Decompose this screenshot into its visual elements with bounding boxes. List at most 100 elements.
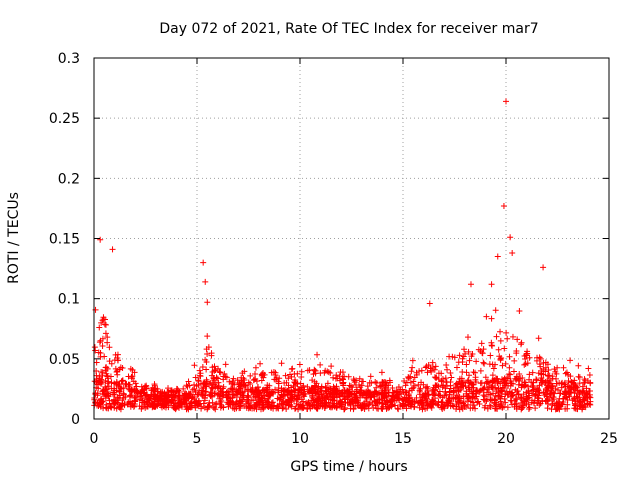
data-point <box>287 371 294 378</box>
data-point <box>102 377 109 384</box>
data-point <box>439 403 446 410</box>
data-point <box>296 361 303 368</box>
data-point <box>546 377 553 384</box>
data-point <box>499 362 506 369</box>
data-point <box>113 387 120 394</box>
data-point <box>402 382 409 389</box>
data-point <box>472 390 479 397</box>
data-point <box>447 370 454 377</box>
data-point <box>452 381 459 388</box>
data-point <box>141 399 148 406</box>
data-point <box>536 354 543 361</box>
data-point <box>489 385 496 392</box>
data-point <box>536 361 543 368</box>
data-point <box>309 377 316 384</box>
data-point <box>542 385 549 392</box>
data-point <box>300 392 307 399</box>
data-point <box>377 382 384 389</box>
data-point <box>108 404 115 411</box>
data-point <box>208 352 215 359</box>
axis-ticks <box>93 57 610 420</box>
data-point <box>145 395 152 402</box>
data-point <box>411 374 418 381</box>
data-point <box>113 381 120 388</box>
data-point <box>460 353 467 360</box>
data-point <box>581 401 588 408</box>
data-point <box>356 381 363 388</box>
data-point <box>461 402 468 409</box>
data-point <box>98 395 105 402</box>
data-point <box>288 403 295 410</box>
data-point <box>381 390 388 397</box>
data-point <box>317 370 324 377</box>
data-point <box>113 368 120 375</box>
data-point <box>405 375 412 382</box>
data-point <box>497 337 504 344</box>
data-point <box>142 404 149 411</box>
data-point <box>260 401 267 408</box>
data-point <box>191 362 198 369</box>
x-tick-label: 10 <box>291 431 309 447</box>
data-point <box>353 394 360 401</box>
data-point <box>458 375 465 382</box>
data-point <box>157 390 164 397</box>
data-point <box>258 372 265 379</box>
data-point <box>152 385 159 392</box>
data-point <box>96 324 103 331</box>
data-point <box>101 321 108 328</box>
y-tick-label: 0.3 <box>58 51 80 67</box>
data-point <box>491 377 498 384</box>
data-point <box>106 358 113 365</box>
data-point <box>203 383 210 390</box>
data-point <box>324 380 331 387</box>
data-point <box>481 404 488 411</box>
data-point <box>128 386 135 393</box>
data-point <box>273 374 280 381</box>
data-point <box>422 384 429 391</box>
data-point <box>178 394 185 401</box>
data-point <box>108 385 115 392</box>
data-points <box>91 98 594 413</box>
data-point <box>460 399 467 406</box>
data-point <box>333 372 340 379</box>
data-point <box>294 370 301 377</box>
data-point <box>211 363 218 370</box>
data-point <box>192 389 199 396</box>
data-point <box>382 385 389 392</box>
data-point <box>502 360 509 367</box>
data-point <box>341 373 348 380</box>
data-point <box>231 405 238 412</box>
data-point <box>146 402 153 409</box>
data-point <box>397 386 404 393</box>
data-point <box>265 391 272 398</box>
data-point <box>531 397 538 404</box>
data-point <box>99 342 106 349</box>
data-point <box>500 403 507 410</box>
data-point <box>540 264 547 271</box>
data-point <box>266 392 273 399</box>
data-point <box>498 387 505 394</box>
data-point <box>457 384 464 391</box>
data-point <box>257 398 264 405</box>
data-point <box>495 401 502 408</box>
data-point <box>330 400 337 407</box>
data-point <box>579 383 586 390</box>
data-point <box>428 367 435 374</box>
data-point <box>215 379 222 386</box>
data-point <box>102 330 109 337</box>
data-point <box>509 249 516 256</box>
data-point <box>114 371 121 378</box>
data-point <box>334 375 341 382</box>
data-point <box>340 393 347 400</box>
data-point <box>119 377 126 384</box>
data-point <box>432 387 439 394</box>
data-point <box>432 363 439 370</box>
data-point <box>586 371 593 378</box>
data-point <box>241 403 248 410</box>
data-point <box>554 405 561 412</box>
data-point <box>132 380 139 387</box>
data-point <box>271 402 278 409</box>
data-point <box>235 389 242 396</box>
data-point <box>387 398 394 405</box>
data-point <box>239 396 246 403</box>
